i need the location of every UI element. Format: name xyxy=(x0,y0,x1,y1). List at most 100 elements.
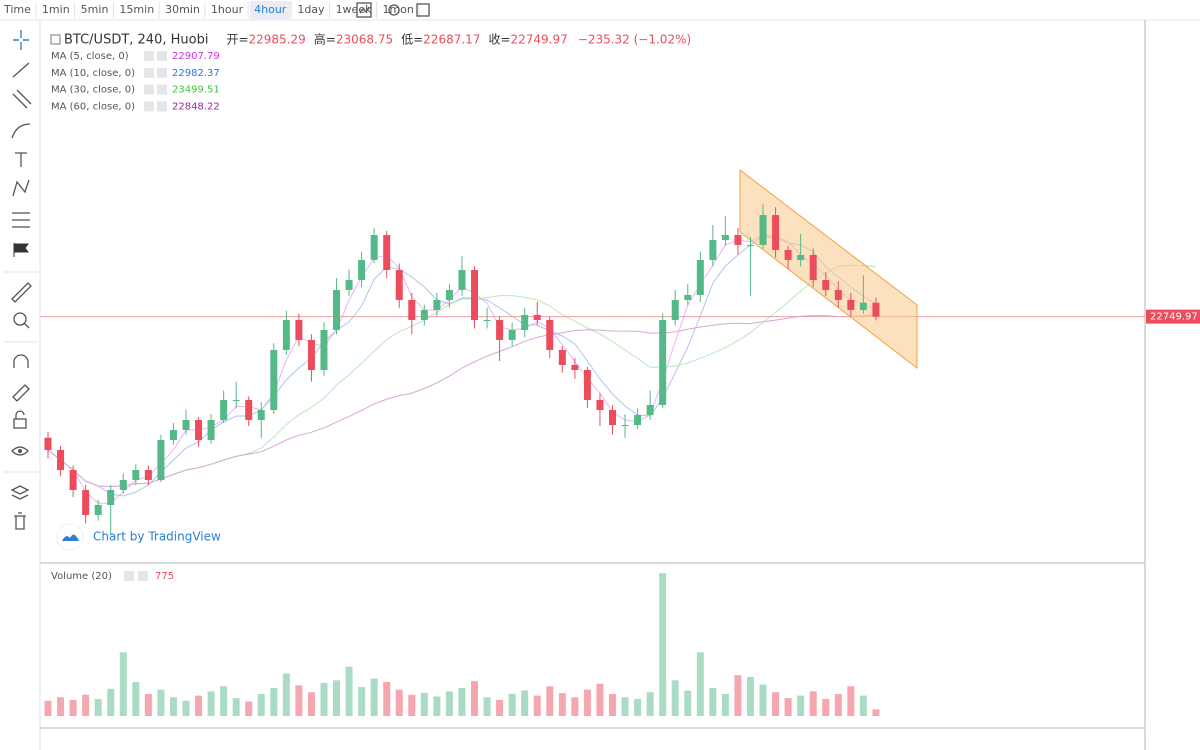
brush-tool[interactable] xyxy=(11,123,31,139)
volume-bar xyxy=(746,676,754,717)
volume-bar xyxy=(496,699,504,717)
volume-bar xyxy=(847,686,855,717)
eye-tool[interactable] xyxy=(11,446,29,456)
candle-body xyxy=(797,254,805,260)
ma-name: MA (30, close, 0) xyxy=(51,85,135,96)
tradingview-logo xyxy=(56,523,84,551)
timeframe-label: 30min xyxy=(165,3,200,16)
candle-body xyxy=(734,235,742,245)
trash-tool[interactable] xyxy=(14,512,26,530)
timeframe-button[interactable]: 5min xyxy=(77,1,114,19)
volume-bar xyxy=(57,697,65,717)
volume-bar xyxy=(320,682,328,717)
candle-body xyxy=(295,319,303,340)
candle-body xyxy=(157,440,165,480)
volume-bar xyxy=(119,652,127,717)
timeframe-button[interactable]: Time xyxy=(0,1,37,19)
candle-body xyxy=(621,425,629,427)
candle-body xyxy=(395,269,403,300)
price-change: −235.32 (−1.02%) xyxy=(578,33,691,47)
candle-body xyxy=(759,215,767,245)
lock-draw-tool[interactable] xyxy=(12,384,30,402)
volume-bar xyxy=(257,693,265,717)
timeframe-button[interactable]: 1hour xyxy=(207,1,249,19)
candle-body xyxy=(859,302,867,310)
zoom-tool[interactable] xyxy=(13,312,27,326)
zoom-handle xyxy=(23,322,30,329)
timeframe-button[interactable]: 1week xyxy=(332,1,377,19)
timeframe-button[interactable]: 1day xyxy=(293,1,331,19)
ma-name: MA (60, close, 0) xyxy=(51,101,135,112)
volume-bar xyxy=(872,709,880,717)
candle-body xyxy=(195,419,203,441)
ma-line xyxy=(47,314,876,488)
volume-bar xyxy=(345,666,353,717)
toolbar-icons xyxy=(356,2,430,18)
ma-value: 22982.37 xyxy=(172,68,220,79)
candle-body xyxy=(445,289,453,300)
fib-tool[interactable] xyxy=(12,89,32,109)
volume-close-icon xyxy=(138,571,148,581)
candle-body xyxy=(483,319,491,321)
timeframe-button[interactable]: 4hour xyxy=(250,1,292,19)
ma-close-icon xyxy=(157,51,167,61)
ohlc-value: 22687.17 xyxy=(423,33,480,47)
button-bg xyxy=(250,1,291,19)
volume-bar xyxy=(433,696,441,717)
volume-bar xyxy=(370,678,378,717)
volume-bar xyxy=(734,675,742,717)
candle-body xyxy=(508,329,516,340)
volume-bar xyxy=(220,686,228,717)
candle-body xyxy=(169,429,177,441)
timeframe-label: 4hour xyxy=(254,3,287,16)
fullscreen-icon[interactable] xyxy=(416,3,430,17)
volume-bar xyxy=(295,685,303,717)
timeframe-button[interactable]: 1min xyxy=(38,1,76,19)
candle-body xyxy=(270,349,278,411)
candle-body xyxy=(119,479,127,490)
candle-body xyxy=(232,399,240,401)
volume-value: 775 xyxy=(155,571,174,582)
candle-body xyxy=(596,399,604,411)
volume-bar xyxy=(182,700,190,717)
ma-close-icon xyxy=(157,67,167,78)
ruler-tool[interactable] xyxy=(11,282,32,303)
flag-tool[interactable] xyxy=(13,243,29,257)
volume-bar xyxy=(834,693,842,717)
volume-bar xyxy=(521,690,529,717)
ma-value: 22848.22 xyxy=(172,101,220,112)
pattern-tool[interactable] xyxy=(12,179,30,197)
timeframe-label: 1mon xyxy=(382,3,413,16)
layers-tool[interactable] xyxy=(10,485,30,500)
magnet-tool[interactable] xyxy=(13,354,29,368)
chart-type-icon[interactable] xyxy=(356,2,372,18)
timeframe-label: 1min xyxy=(42,3,70,16)
volume-bar xyxy=(784,698,792,717)
candle-body xyxy=(533,314,541,320)
candle-body xyxy=(659,319,667,405)
crosshair-tool[interactable] xyxy=(13,30,29,50)
volume-bar xyxy=(358,687,366,717)
text-tool[interactable] xyxy=(15,152,27,167)
trend-line-tool[interactable] xyxy=(12,62,30,78)
candle-body xyxy=(583,369,591,400)
ma-name: MA (10, close, 0) xyxy=(51,68,135,79)
candle-body xyxy=(671,299,679,320)
volume-bar xyxy=(420,693,428,717)
ma-settings-icon xyxy=(144,51,154,61)
timeframe-button[interactable]: 30min xyxy=(161,1,206,19)
candle-body xyxy=(684,294,692,300)
candle-body xyxy=(458,269,466,290)
volume-bar xyxy=(195,695,203,717)
candle-body xyxy=(571,364,579,370)
volume-bars xyxy=(44,573,880,717)
timeframe-button[interactable]: 15min xyxy=(115,1,160,19)
logo-cloud xyxy=(62,534,79,541)
prediction-tool[interactable] xyxy=(12,212,30,228)
lock-tool[interactable] xyxy=(13,418,27,429)
candle-body xyxy=(333,289,341,330)
settings-icon[interactable] xyxy=(388,4,400,16)
ma-close-icon xyxy=(157,84,167,95)
